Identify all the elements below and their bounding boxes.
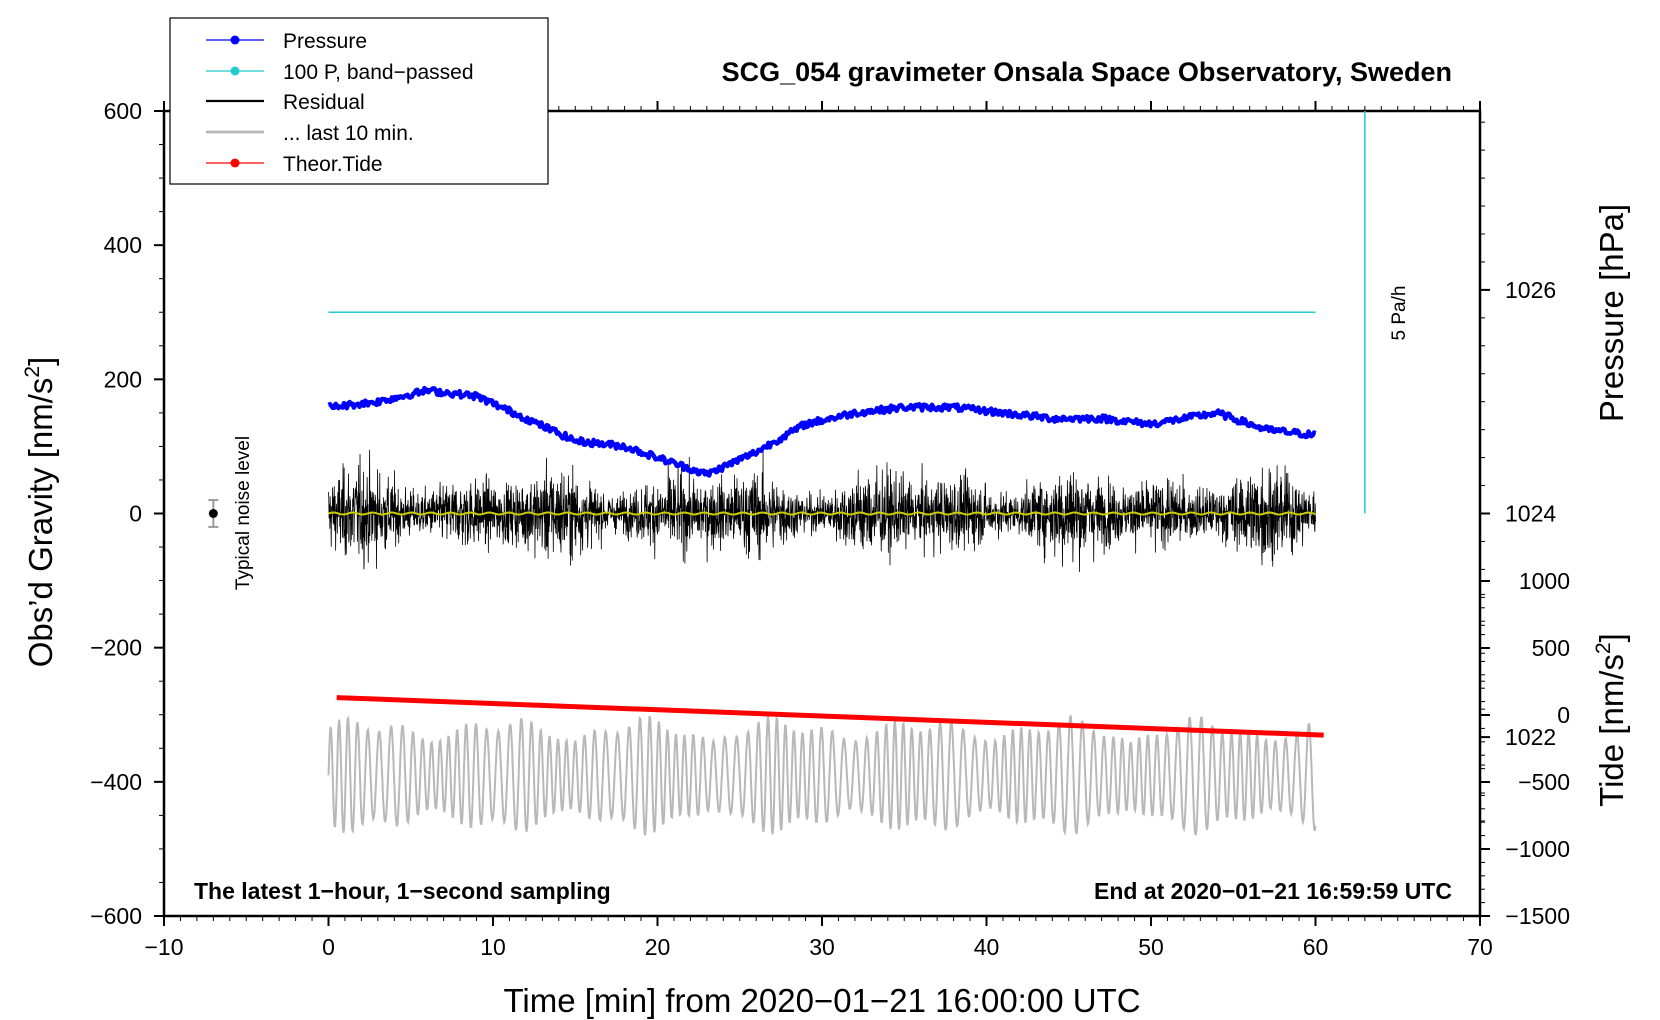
- noise-level-label: Typical noise level: [233, 436, 254, 590]
- legend-label-tide: Theor.Tide: [283, 153, 383, 176]
- legend-marker-tide: [230, 158, 240, 168]
- scale-bar-label: 5 Pa/h: [1389, 286, 1410, 341]
- legend-item-pressure: Pressure: [206, 30, 367, 53]
- theoretical-tide-line: [336, 695, 1324, 738]
- y-tide-tick-label: 1000: [1519, 568, 1570, 594]
- axes-layer: −10 0 10 20 30 40 50 60 70 −600 −400 −200 0 200 400 600…: [90, 98, 1570, 960]
- x-axis-title: Time [min] from 2020−01−21 16:00:00 UTC: [503, 982, 1140, 1019]
- y-tide-tick-label: −1000: [1505, 836, 1570, 862]
- y-axis-title-tide-exp: 2: [1592, 642, 1615, 654]
- y-left-tick-label: 600: [104, 98, 142, 124]
- y-tide-tick-label: −1500: [1505, 903, 1570, 929]
- y-tide-tick-label: 500: [1532, 635, 1570, 661]
- series-layer: [208, 111, 1366, 837]
- y-axis-title-left-close: ]: [22, 357, 59, 366]
- pressure-trace: [327, 385, 1317, 478]
- residual-trace: [328, 449, 1316, 572]
- legend-marker-bandpassed: [230, 66, 240, 76]
- x-tick-label: 60: [1303, 934, 1329, 960]
- note-right: End at 2020−01−21 16:59:59 UTC: [1094, 878, 1452, 904]
- x-tick-label: 40: [974, 934, 1000, 960]
- legend-item-last10: ... last 10 min.: [206, 122, 414, 145]
- y-pressure-tick-label: 1026: [1505, 277, 1556, 303]
- x-tick-label: 70: [1467, 934, 1493, 960]
- y-left-tick-label: 400: [104, 232, 142, 258]
- legend-label-residual: Residual: [283, 91, 365, 114]
- x-tick-label: 0: [322, 934, 335, 960]
- y-axis-title-pressure: Pressure [hPa]: [1593, 204, 1630, 422]
- legend-label-bandpassed: 100 P, band−passed: [283, 61, 474, 84]
- y-left-tick-label: −600: [90, 903, 142, 929]
- y-left-tick-label: 200: [104, 366, 142, 392]
- y-tide-tick-label: 0: [1557, 702, 1570, 728]
- x-tick-label: 30: [809, 934, 835, 960]
- y-axis-title-left: Obs’d Gravity [nm/s2]: [21, 357, 59, 668]
- legend: Pressure 100 P, band−passed Residual ...…: [169, 17, 549, 185]
- y-left-tick-label: 0: [129, 501, 142, 527]
- chart-title: SCG_054 gravimeter Onsala Space Observat…: [722, 57, 1452, 87]
- y-tide-tick-label: −500: [1518, 769, 1570, 795]
- y-left-tick-label: −400: [90, 769, 142, 795]
- legend-item-bandpassed: 100 P, band−passed: [206, 61, 474, 84]
- x-tick-label: 50: [1138, 934, 1164, 960]
- y-axis-title-left-exp: 2: [21, 366, 44, 378]
- y-axis-title-tide-main: Tide [nm/s: [1593, 654, 1630, 807]
- y-pressure-tick-label: 1024: [1505, 501, 1556, 527]
- noise-marker-point: [208, 509, 218, 518]
- last-10-min-trace: [327, 714, 1317, 837]
- legend-marker-pressure: [230, 35, 240, 45]
- residual-smoothed-trace: [328, 511, 1316, 516]
- legend-item-tide: Theor.Tide: [206, 153, 383, 176]
- y-axis-title-tide: Tide [nm/s2]: [1592, 633, 1630, 807]
- x-tick-label: 10: [480, 934, 506, 960]
- note-left: The latest 1−hour, 1−second sampling: [194, 878, 611, 904]
- y-axis-title-left-main: Obs’d Gravity [nm/s: [22, 378, 59, 668]
- legend-label-pressure: Pressure: [283, 30, 367, 53]
- y-pressure-tick-label: 1022: [1505, 724, 1556, 750]
- legend-item-residual: Residual: [206, 91, 365, 114]
- legend-label-last10: ... last 10 min.: [283, 122, 414, 145]
- y-left-tick-label: −200: [90, 635, 142, 661]
- x-tick-label: 20: [645, 934, 671, 960]
- x-tick-label: −10: [144, 934, 183, 960]
- y-axis-title-tide-close: ]: [1593, 633, 1630, 642]
